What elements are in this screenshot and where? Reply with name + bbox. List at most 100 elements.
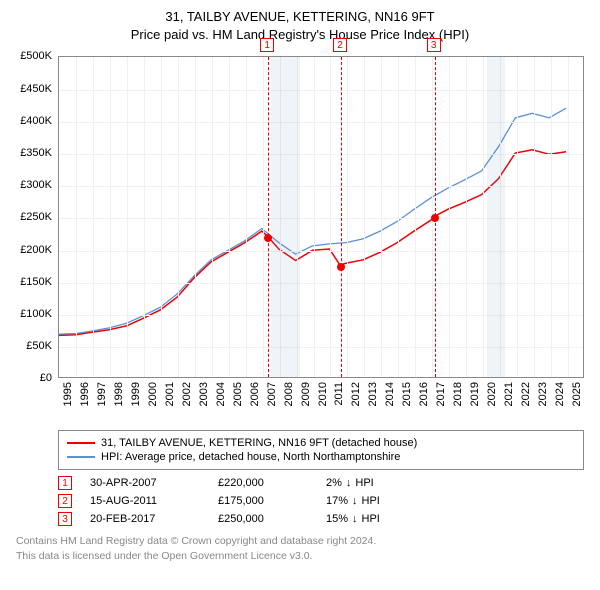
shaded-region bbox=[487, 57, 506, 377]
grid-vertical bbox=[195, 57, 196, 377]
x-tick-label: 1996 bbox=[79, 382, 91, 406]
event-dot-1 bbox=[264, 234, 272, 242]
x-tick-label: 2021 bbox=[503, 382, 515, 406]
events-table: 130-APR-2007£220,0002%↓HPI215-AUG-2011£1… bbox=[58, 476, 584, 526]
x-tick-label: 2006 bbox=[249, 382, 261, 406]
event-number: 3 bbox=[58, 512, 72, 526]
x-tick-label: 2002 bbox=[181, 382, 193, 406]
event-diff-pct: 2% bbox=[326, 477, 342, 489]
grid-vertical bbox=[517, 57, 518, 377]
x-tick-label: 2022 bbox=[520, 382, 532, 406]
x-tick-label: 2010 bbox=[317, 382, 329, 406]
grid-vertical bbox=[110, 57, 111, 377]
arrow-down-icon: ↓ bbox=[346, 477, 352, 489]
grid-vertical bbox=[483, 57, 484, 377]
x-tick-label: 2015 bbox=[401, 382, 413, 406]
x-tick-label: 2013 bbox=[367, 382, 379, 406]
event-number: 1 bbox=[58, 476, 72, 490]
title-line-2: Price paid vs. HM Land Registry's House … bbox=[8, 26, 592, 44]
x-tick-label: 2014 bbox=[384, 382, 396, 406]
event-diff-vs: HPI bbox=[355, 477, 373, 489]
grid-vertical bbox=[347, 57, 348, 377]
x-tick-label: 2019 bbox=[469, 382, 481, 406]
chart-container: 31, TAILBY AVENUE, KETTERING, NN16 9FT P… bbox=[0, 0, 600, 590]
x-tick-label: 2025 bbox=[571, 382, 583, 406]
event-marker-1: 1 bbox=[260, 38, 274, 52]
legend-swatch bbox=[67, 456, 95, 458]
y-tick-label: £150K bbox=[20, 276, 52, 288]
grid-vertical bbox=[93, 57, 94, 377]
x-tick-label: 1995 bbox=[62, 382, 74, 406]
title-block: 31, TAILBY AVENUE, KETTERING, NN16 9FT P… bbox=[8, 8, 592, 44]
plot-region bbox=[58, 56, 584, 378]
event-price: £175,000 bbox=[218, 495, 308, 507]
x-tick-label: 1998 bbox=[113, 382, 125, 406]
y-tick-label: £200K bbox=[20, 244, 52, 256]
grid-vertical bbox=[178, 57, 179, 377]
event-diff-vs: HPI bbox=[362, 495, 380, 507]
event-marker-3: 3 bbox=[427, 38, 441, 52]
x-tick-label: 2020 bbox=[486, 382, 498, 406]
y-tick-label: £300K bbox=[20, 179, 52, 191]
event-price: £250,000 bbox=[218, 513, 308, 525]
event-diff: 2% ↓HPI bbox=[326, 477, 374, 489]
footer: Contains HM Land Registry data © Crown c… bbox=[16, 534, 584, 562]
y-tick-label: £0 bbox=[40, 372, 52, 384]
event-row-3: 320-FEB-2017£250,00015%↓HPI bbox=[58, 512, 584, 526]
event-diff: 17%↓HPI bbox=[326, 495, 380, 507]
grid-vertical bbox=[229, 57, 230, 377]
chart-area: £0£50K£100K£150K£200K£250K£300K£350K£400… bbox=[8, 48, 592, 428]
legend-box: 31, TAILBY AVENUE, KETTERING, NN16 9FT (… bbox=[58, 430, 584, 470]
event-marker-2: 2 bbox=[333, 38, 347, 52]
grid-vertical bbox=[263, 57, 264, 377]
x-tick-label: 2000 bbox=[147, 382, 159, 406]
y-tick-label: £100K bbox=[20, 308, 52, 320]
grid-vertical bbox=[127, 57, 128, 377]
grid-vertical bbox=[314, 57, 315, 377]
grid-vertical bbox=[76, 57, 77, 377]
x-tick-label: 2005 bbox=[232, 382, 244, 406]
x-tick-label: 1997 bbox=[96, 382, 108, 406]
y-tick-label: £250K bbox=[20, 211, 52, 223]
x-tick-label: 2009 bbox=[300, 382, 312, 406]
grid-vertical bbox=[364, 57, 365, 377]
x-tick-label: 2017 bbox=[435, 382, 447, 406]
y-tick-label: £500K bbox=[20, 50, 52, 62]
grid-vertical bbox=[449, 57, 450, 377]
legend-label: HPI: Average price, detached house, Nort… bbox=[101, 451, 400, 463]
footer-line-2: This data is licensed under the Open Gov… bbox=[16, 549, 584, 563]
grid-vertical bbox=[551, 57, 552, 377]
footer-line-1: Contains HM Land Registry data © Crown c… bbox=[16, 534, 584, 548]
arrow-down-icon: ↓ bbox=[352, 513, 358, 525]
event-line bbox=[341, 57, 342, 377]
event-line bbox=[268, 57, 269, 377]
event-date: 15-AUG-2011 bbox=[90, 495, 200, 507]
event-diff-pct: 15% bbox=[326, 513, 348, 525]
grid-vertical bbox=[212, 57, 213, 377]
event-diff-pct: 17% bbox=[326, 495, 348, 507]
grid-vertical bbox=[568, 57, 569, 377]
grid-vertical bbox=[398, 57, 399, 377]
x-tick-label: 2012 bbox=[350, 382, 362, 406]
grid-vertical bbox=[466, 57, 467, 377]
y-tick-label: £50K bbox=[26, 340, 52, 352]
grid-vertical bbox=[161, 57, 162, 377]
x-tick-label: 1999 bbox=[130, 382, 142, 406]
x-tick-label: 2003 bbox=[198, 382, 210, 406]
grid-vertical bbox=[330, 57, 331, 377]
x-tick-label: 2023 bbox=[537, 382, 549, 406]
event-diff: 15%↓HPI bbox=[326, 513, 380, 525]
x-tick-label: 2001 bbox=[164, 382, 176, 406]
grid-vertical bbox=[144, 57, 145, 377]
y-tick-label: £350K bbox=[20, 147, 52, 159]
x-tick-label: 2016 bbox=[418, 382, 430, 406]
event-dot-3 bbox=[431, 214, 439, 222]
event-price: £220,000 bbox=[218, 477, 308, 489]
legend-label: 31, TAILBY AVENUE, KETTERING, NN16 9FT (… bbox=[101, 437, 417, 449]
x-tick-label: 2024 bbox=[554, 382, 566, 406]
legend-swatch bbox=[67, 442, 95, 444]
legend-row: HPI: Average price, detached house, Nort… bbox=[67, 451, 575, 463]
event-row-1: 130-APR-2007£220,0002%↓HPI bbox=[58, 476, 584, 490]
x-tick-label: 2007 bbox=[266, 382, 278, 406]
event-number: 2 bbox=[58, 494, 72, 508]
